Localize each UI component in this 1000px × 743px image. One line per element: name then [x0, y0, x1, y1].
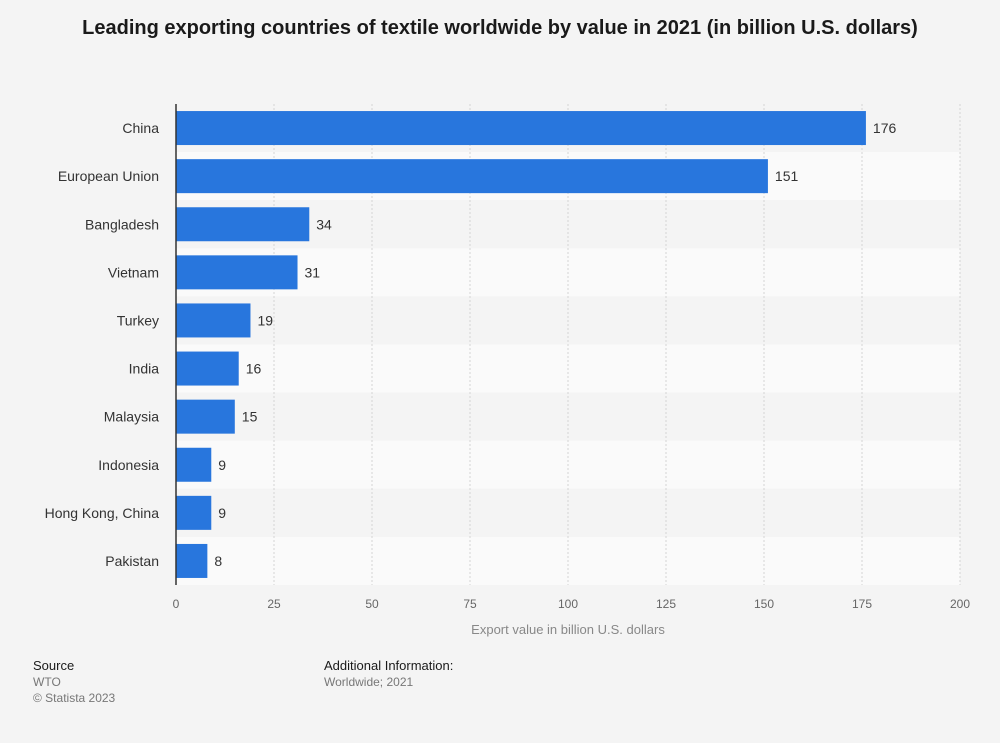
x-tick-label: 25: [267, 597, 281, 611]
bar-value-label: 8: [214, 553, 222, 569]
source-block: Source WTO © Statista 2023: [33, 658, 115, 706]
additional-info-heading: Additional Information:: [324, 658, 454, 673]
x-axis-title: Export value in billion U.S. dollars: [471, 622, 665, 637]
bar-value-label: 19: [257, 312, 273, 328]
chart-title: Leading exporting countries of textile w…: [82, 17, 918, 39]
category-label: China: [122, 120, 159, 136]
x-tick-label: 125: [656, 597, 676, 611]
bar: [176, 351, 239, 386]
category-label: Bangladesh: [85, 216, 159, 232]
category-label: Turkey: [117, 312, 159, 328]
bar: [176, 207, 310, 242]
bar: [176, 111, 866, 146]
bar-value-label: 16: [246, 361, 262, 377]
bar-value-label: 31: [305, 264, 321, 280]
bar-value-label: 151: [775, 168, 799, 184]
bar-value-label: 15: [242, 409, 258, 425]
bar: [176, 543, 208, 578]
category-label: Vietnam: [108, 264, 159, 280]
category-label: Indonesia: [98, 457, 159, 473]
additional-info-block: Additional Information: Worldwide; 2021: [324, 658, 453, 690]
bar-value-label: 9: [218, 505, 226, 521]
bar-value-label: 176: [873, 120, 897, 136]
bar-value-label: 9: [218, 457, 226, 473]
bar-value-label: 34: [316, 216, 332, 232]
category-label: European Union: [58, 168, 159, 184]
bar-chart: 176 China 151 European Union 34 Bangladesh 31 V…: [45, 104, 970, 637]
bar: [176, 447, 212, 482]
x-tick-label: 100: [558, 597, 578, 611]
bar: [176, 399, 235, 434]
source-name: WTO: [33, 675, 61, 689]
bar: [176, 303, 251, 338]
bar: [176, 255, 298, 290]
x-tick-label: 50: [365, 597, 379, 611]
additional-info-text: Worldwide; 2021: [324, 675, 414, 689]
bar: [176, 495, 212, 530]
bar: [176, 159, 768, 194]
x-tick-label: 75: [463, 597, 477, 611]
x-tick-label: 0: [173, 597, 180, 611]
x-tick-label: 150: [754, 597, 774, 611]
category-label: Malaysia: [104, 409, 159, 425]
category-label: India: [129, 361, 160, 377]
copyright: © Statista 2023: [33, 691, 116, 705]
category-label: Pakistan: [105, 553, 159, 569]
source-heading: Source: [33, 658, 75, 673]
category-label: Hong Kong, China: [45, 505, 160, 521]
x-tick-label: 200: [950, 597, 970, 611]
x-tick-label: 175: [852, 597, 872, 611]
